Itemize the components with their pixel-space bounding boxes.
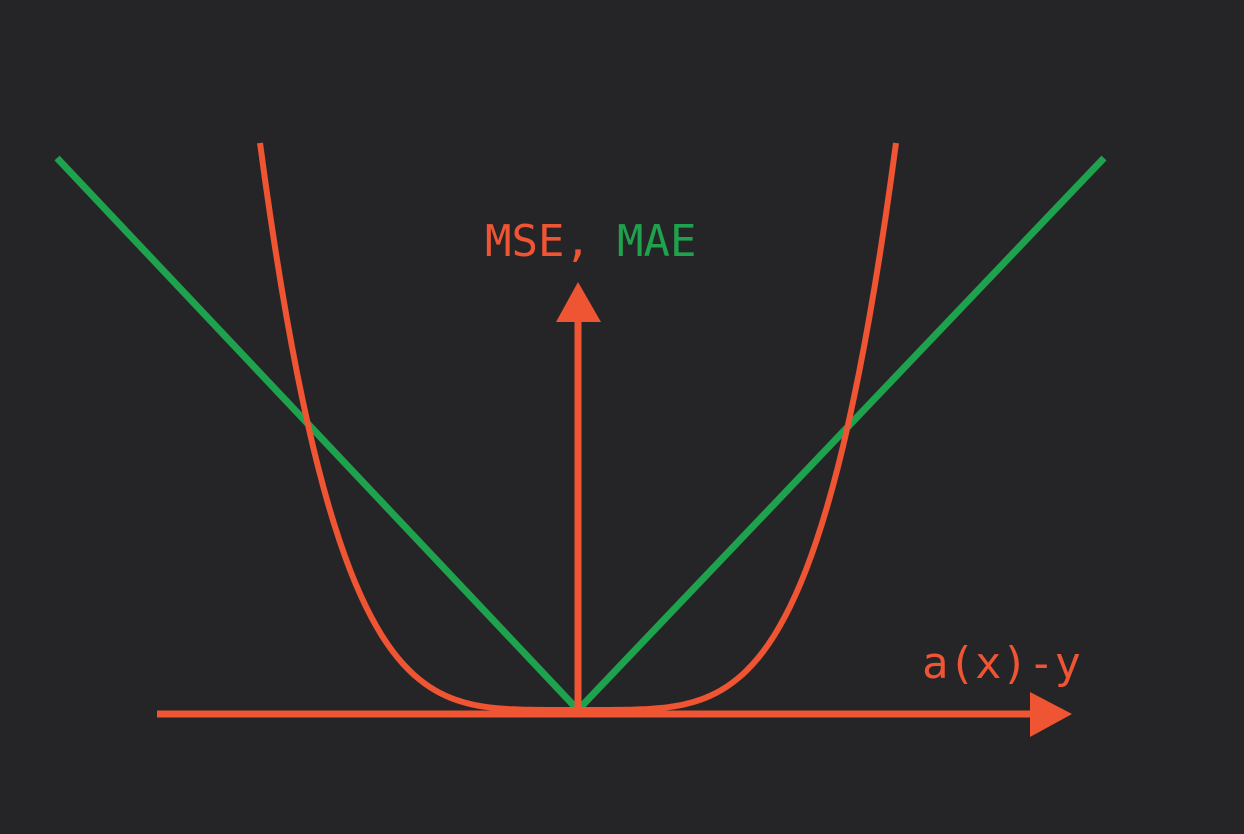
mse-label: MSE bbox=[485, 216, 564, 267]
x-axis-label: a(x)-y bbox=[922, 638, 1081, 689]
x-axis-arrowhead bbox=[1030, 692, 1072, 737]
y-axis-label: MSE, MAE bbox=[485, 216, 696, 267]
y-axis-arrowhead bbox=[556, 282, 601, 322]
label-separator: , bbox=[564, 216, 591, 267]
mae-label: MAE bbox=[617, 216, 696, 267]
